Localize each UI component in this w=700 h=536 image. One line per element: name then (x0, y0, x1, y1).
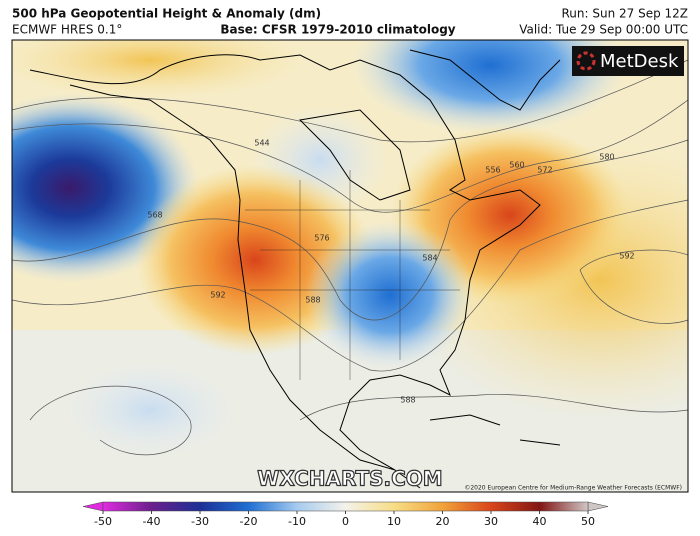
map-frame (11, 39, 689, 493)
colorbar-tick-label: -40 (143, 515, 161, 528)
contour-label: 572 (537, 166, 552, 175)
contour-label: 580 (599, 153, 614, 162)
valid: Valid: Tue 29 Sep 00:00 UTC (519, 23, 688, 37)
watermark: WXCHARTS.COM (257, 467, 442, 491)
colorbar-tick-label: -30 (191, 515, 209, 528)
contour-label: 560 (509, 161, 524, 170)
contour-label: 544 (254, 139, 269, 148)
colorbar-tick-label: 50 (581, 515, 595, 528)
contour-label: 588 (305, 296, 320, 305)
colorbar-right-arrow (587, 501, 609, 512)
run: Run: Sun 27 Sep 12Z (561, 7, 688, 21)
colorbar-tick-label: 30 (484, 515, 498, 528)
contour-label: 568 (147, 211, 162, 220)
colorbar-tick-label: -20 (240, 515, 258, 528)
map: 544 556 560 572 580 568 576 584 592 592 588 588 Met… (12, 40, 688, 492)
contour-label: 588 (400, 396, 415, 405)
colorbar-tick-label: 20 (436, 515, 450, 528)
contour-label: 592 (619, 252, 634, 261)
colorbar-tick-label: 10 (387, 515, 401, 528)
colorbar (102, 501, 589, 512)
model: ECMWF HRES 0.1° (12, 23, 122, 37)
colorbar-left-arrow (82, 501, 104, 512)
colorbar-tick-label: 0 (342, 515, 349, 528)
credit: ©2020 European Centre for Medium-Range W… (464, 485, 682, 492)
colorbar-tick-label: 40 (533, 515, 547, 528)
title: 500 hPa Geopotential Height & Anomaly (d… (12, 7, 321, 21)
logo: MetDesk (600, 51, 679, 72)
contour-label: 592 (210, 291, 225, 300)
contour-label: 576 (314, 234, 329, 243)
contour-label: 556 (485, 166, 500, 175)
base: Base: CFSR 1979-2010 climatology (220, 23, 455, 37)
colorbar-tick-label: -50 (94, 515, 112, 528)
contour-label: 584 (422, 254, 437, 263)
colorbar-tick-label: -10 (288, 515, 306, 528)
